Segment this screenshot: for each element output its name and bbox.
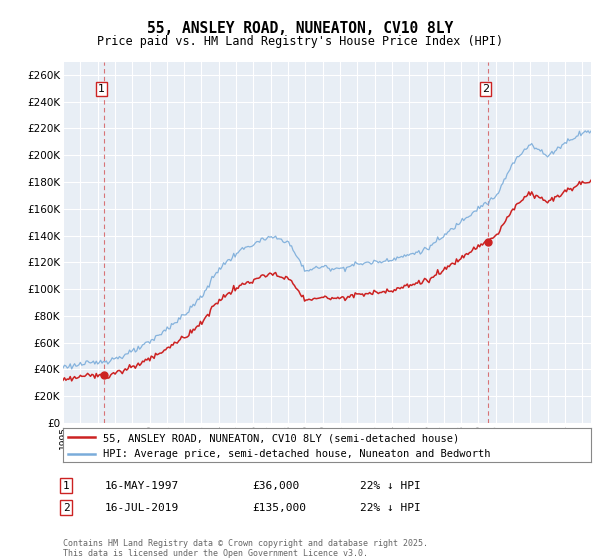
Text: Contains HM Land Registry data © Crown copyright and database right 2025.
This d: Contains HM Land Registry data © Crown c… (63, 539, 428, 558)
Text: 22% ↓ HPI: 22% ↓ HPI (360, 503, 421, 513)
Text: HPI: Average price, semi-detached house, Nuneaton and Bedworth: HPI: Average price, semi-detached house,… (103, 449, 490, 459)
Text: 1: 1 (98, 85, 105, 95)
Text: 22% ↓ HPI: 22% ↓ HPI (360, 480, 421, 491)
Text: £135,000: £135,000 (252, 503, 306, 513)
Text: 55, ANSLEY ROAD, NUNEATON, CV10 8LY: 55, ANSLEY ROAD, NUNEATON, CV10 8LY (147, 21, 453, 36)
Text: 16-MAY-1997: 16-MAY-1997 (105, 480, 179, 491)
Text: Price paid vs. HM Land Registry's House Price Index (HPI): Price paid vs. HM Land Registry's House … (97, 35, 503, 48)
Text: 1: 1 (62, 480, 70, 491)
Text: 2: 2 (62, 503, 70, 513)
Text: 16-JUL-2019: 16-JUL-2019 (105, 503, 179, 513)
Text: 55, ANSLEY ROAD, NUNEATON, CV10 8LY (semi-detached house): 55, ANSLEY ROAD, NUNEATON, CV10 8LY (sem… (103, 433, 459, 443)
Text: 2: 2 (482, 85, 489, 95)
Text: £36,000: £36,000 (252, 480, 299, 491)
